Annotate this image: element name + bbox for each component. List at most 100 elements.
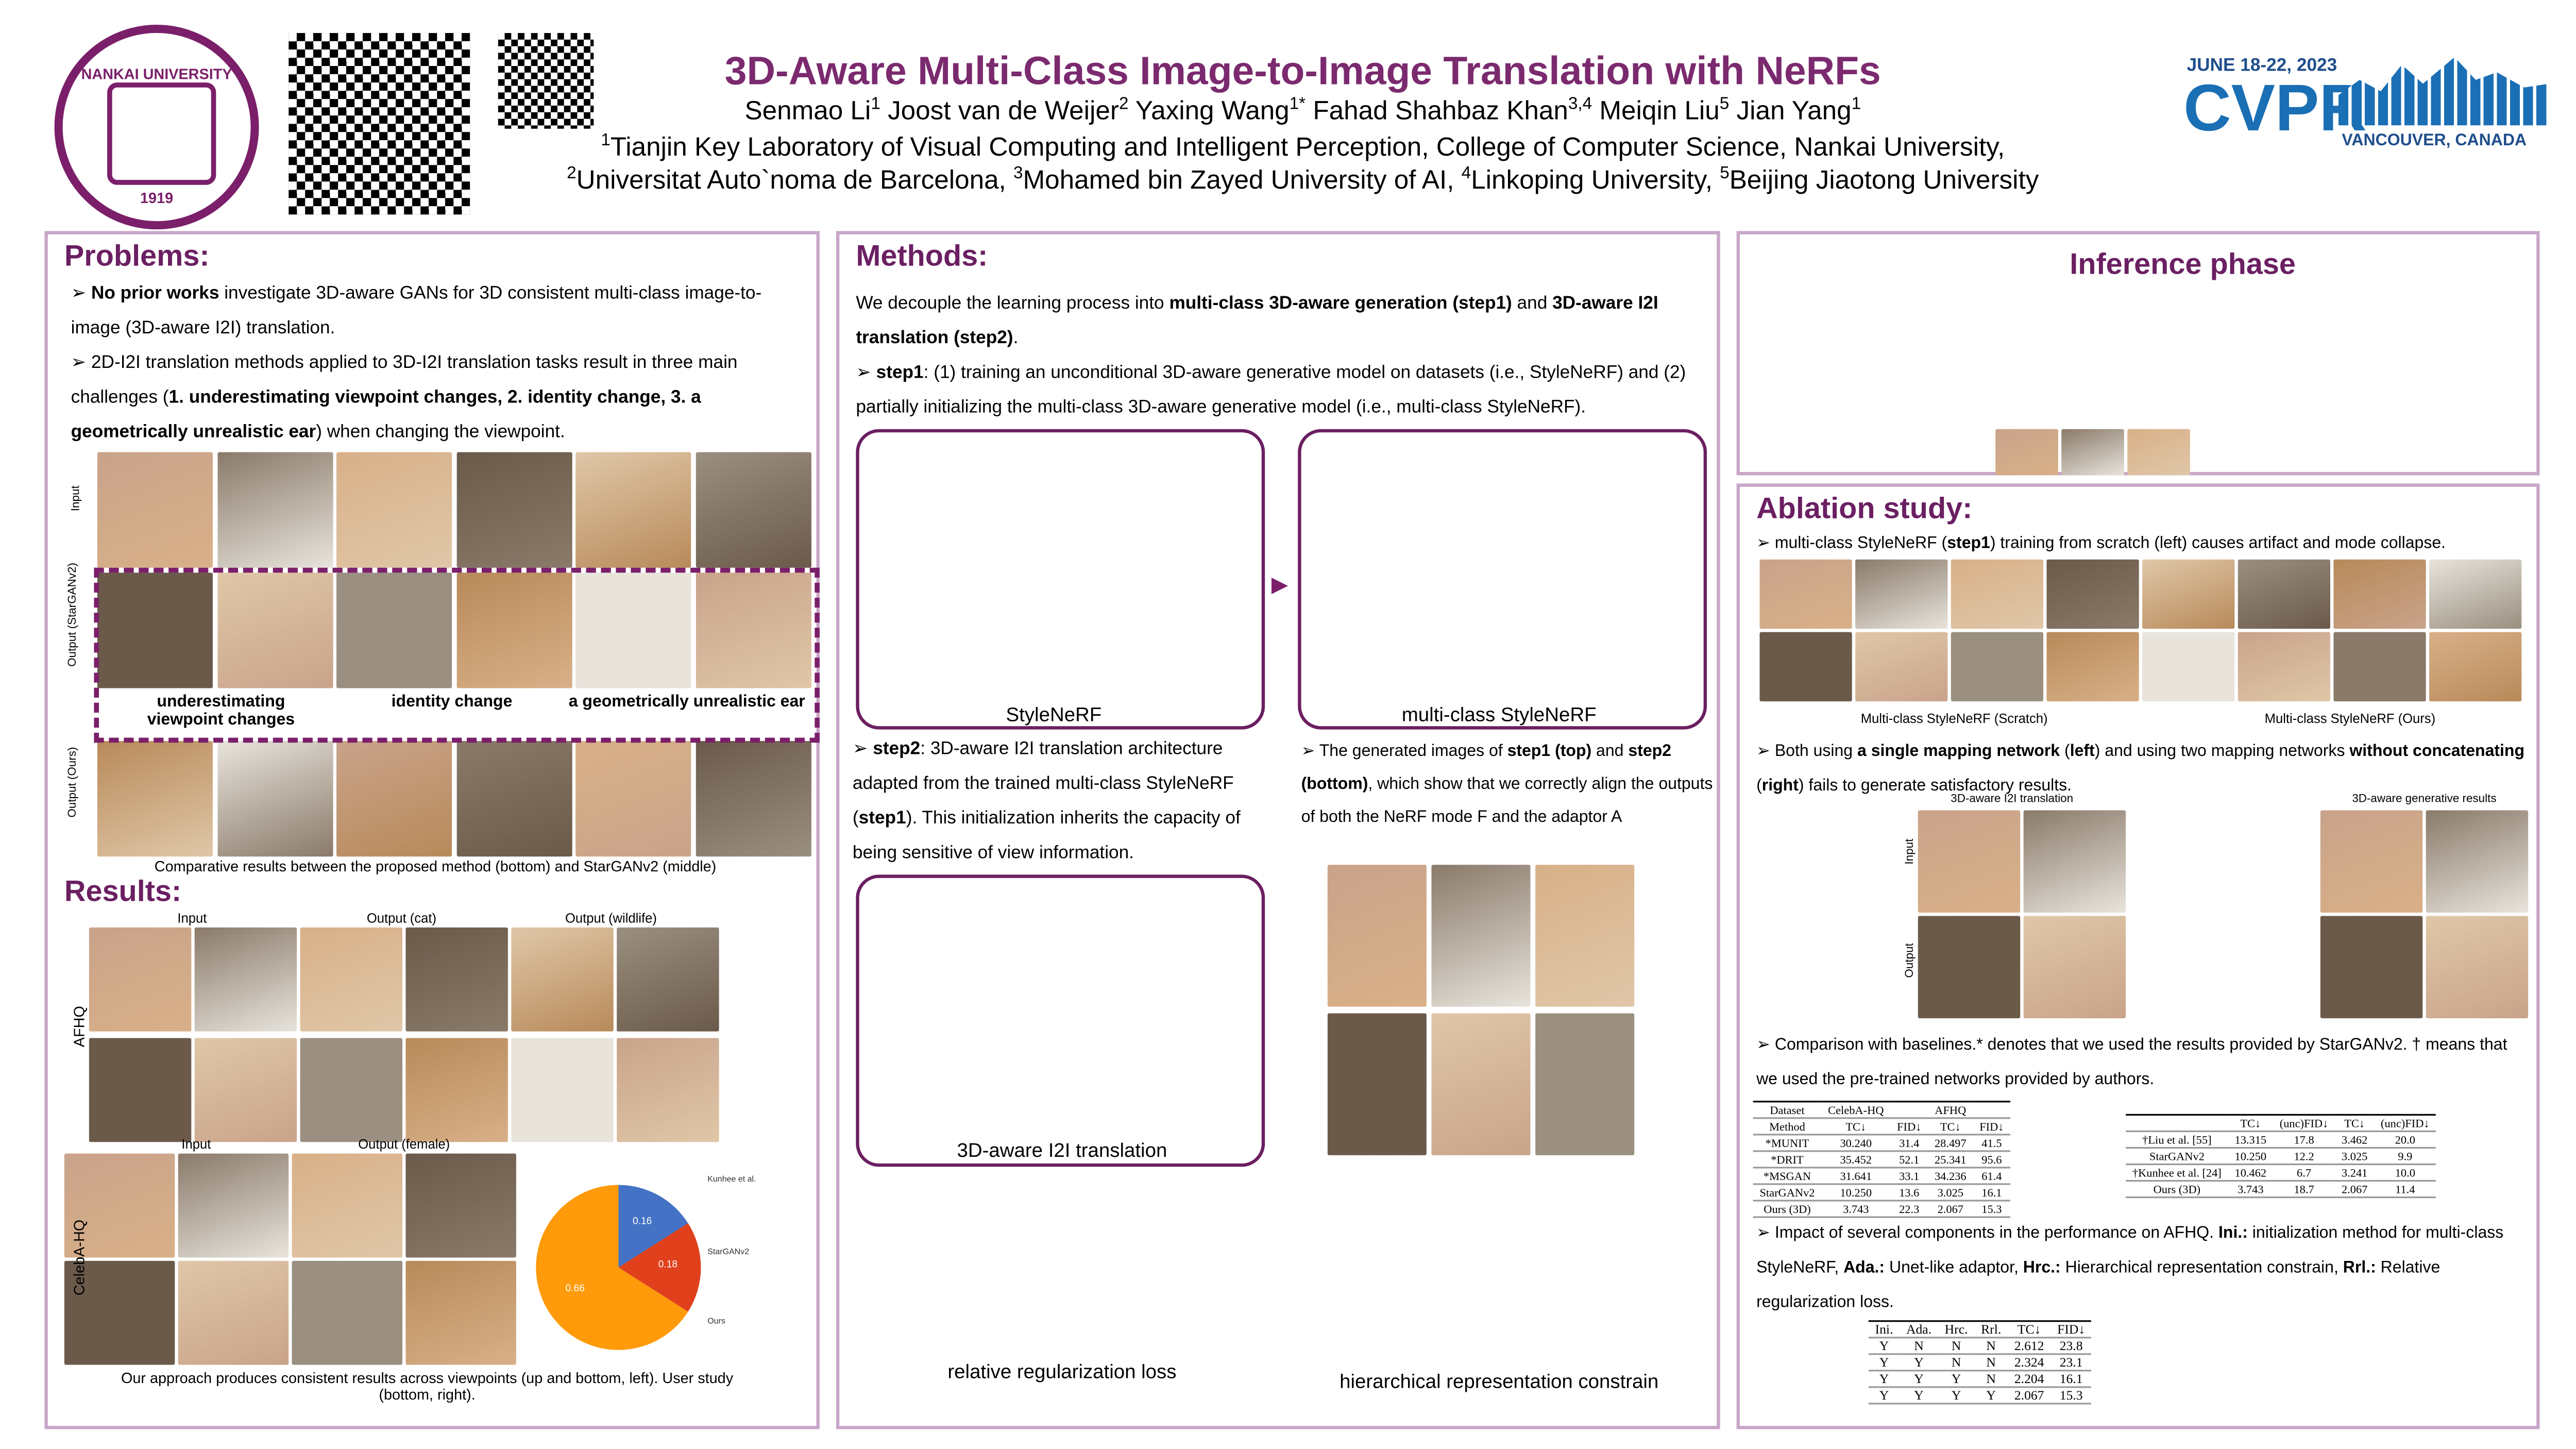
row-label: AFHQ: [71, 1006, 88, 1048]
text-run: Joost van de Weijer: [880, 98, 1119, 126]
table-cell: TC↓: [2008, 1320, 2051, 1339]
text-run: Jian Yang: [1729, 98, 1852, 126]
legend-label: Ours: [707, 1317, 725, 1326]
paragraph: The generated images of step1 (top) and …: [1301, 736, 1714, 835]
pie-slice: [536, 1185, 688, 1350]
table-cell: TC↓: [1821, 1118, 1891, 1136]
image: [2061, 429, 2124, 476]
image: [216, 452, 333, 568]
paragraph: Comparison with baselines.* denotes that…: [1756, 1028, 2531, 1098]
text-run: , which show that we correctly align the…: [1301, 776, 1713, 827]
image: [456, 572, 572, 688]
text-run: left: [2070, 743, 2095, 761]
image: [695, 452, 811, 568]
table-cell: 10.250: [2228, 1148, 2273, 1166]
image: [194, 1038, 297, 1142]
qr-code: [289, 33, 470, 215]
table-cell: 2.204: [2008, 1370, 2051, 1388]
text-run: Yaxing Wang: [1128, 98, 1290, 126]
table-cell: Y: [1938, 1370, 1975, 1388]
table-row: Ini. Ada. Hrc. Rrl. TC↓ FID↓: [1868, 1320, 2092, 1339]
image: [97, 741, 213, 857]
image: [575, 452, 691, 568]
image: [405, 1260, 516, 1365]
table-cell: N: [1900, 1337, 1938, 1355]
text-run: 1: [871, 95, 880, 114]
text-run: ) and using two mapping networks: [2094, 743, 2350, 761]
image: [695, 572, 811, 688]
image: [178, 1153, 289, 1258]
image: [292, 1153, 403, 1258]
table-cell: 10.250: [1821, 1184, 1891, 1202]
table-cell: 16.1: [1973, 1184, 2011, 1202]
column-label: Input: [181, 1137, 211, 1152]
paragraph: We decouple the learning process into mu…: [856, 287, 1707, 357]
row-label: Output (Ours): [67, 747, 79, 818]
table-cell: Rrl.: [1974, 1320, 2008, 1339]
image: [2238, 559, 2331, 629]
column-label: Input: [177, 911, 207, 926]
table-cell: 13.315: [2228, 1131, 2273, 1149]
challenge: identity change: [391, 693, 513, 712]
pie-slice: [618, 1185, 688, 1268]
caption: Multi-class StyleNeRF (Ours): [2264, 711, 2436, 727]
table-cell: N: [1938, 1354, 1975, 1372]
table-cell: 25.341: [1928, 1151, 1973, 1169]
image: [336, 741, 452, 857]
table-row: StarGANv2 10.250 13.6 3.025 16.1: [1753, 1184, 2011, 1202]
diagram-caption: multi-class StyleNeRF: [1401, 703, 1597, 727]
image: [405, 1153, 516, 1258]
table-cell: FID↓: [1890, 1118, 1928, 1136]
table-cell: Hrc.: [1938, 1320, 1975, 1339]
text-run: ) training from scratch (left) causes ar…: [1990, 534, 2446, 553]
paragraph: Both using a single mapping network (lef…: [1756, 734, 2531, 804]
table-cell: 31.641: [1821, 1167, 1891, 1185]
highlight-box: [94, 567, 820, 743]
qr-code: [498, 33, 594, 129]
text-run: Unet-like adaptor,: [1885, 1259, 2023, 1277]
text-run: Beijing Jiaotong University: [1729, 167, 2039, 195]
image: [2238, 632, 2331, 702]
text-run: Tianjin Key Laboratory of Visual Computi…: [610, 134, 2005, 162]
text-run: step2 (bottom): [1301, 743, 1672, 794]
table-cell: 33.1: [1890, 1167, 1928, 1185]
text-run: Comparison with baselines.* denotes that…: [1756, 1036, 2507, 1089]
diagram: [1298, 429, 1707, 730]
table-cell: TC↓: [2228, 1114, 2273, 1133]
text-run: multi-class StyleNeRF (: [1774, 534, 1947, 553]
image: [300, 927, 403, 1032]
image: [2333, 559, 2426, 629]
table-cell: 15.3: [1973, 1200, 2011, 1218]
text-run: without concatenating: [2349, 743, 2525, 761]
image: [2426, 916, 2529, 1019]
table-cell: 61.4: [1973, 1167, 2011, 1185]
image: [292, 1260, 403, 1365]
text-run: 3D-aware I2I translation (step2): [856, 294, 1658, 348]
paragraph: 2D-I2I translation methods applied to 3D…: [71, 347, 807, 451]
table-cell: [2126, 1114, 2228, 1133]
image: [1995, 429, 2058, 476]
text-run: step2: [873, 739, 921, 760]
text-run: Hrc.:: [2023, 1259, 2061, 1277]
image: [617, 1038, 719, 1142]
table-cell: 31.4: [1890, 1134, 1928, 1152]
heading: Ablation study:: [1756, 492, 1973, 525]
paragraph: step2: 3D-aware I2I translation architec…: [853, 733, 1275, 871]
caption: Multi-class StyleNeRF (Scratch): [1860, 711, 2048, 727]
text-run: Mohamed bin Zayed University of AI,: [1023, 167, 1462, 195]
methods-panel: Methods: We decouple the learning proces…: [836, 231, 1720, 1429]
diagram-caption: StyleNeRF: [1006, 703, 1102, 727]
table-cell: 10.0: [2374, 1164, 2436, 1182]
paragraph: Impact of several components in the perf…: [1756, 1216, 2531, 1320]
table-cell: Ada.: [1900, 1320, 1938, 1339]
text-run: Linkoping University,: [1471, 167, 1720, 195]
image: [575, 572, 691, 688]
text-run: step1: [1947, 534, 1990, 553]
heading: Inference phase: [2070, 247, 2296, 281]
text-run: initialization method for multi-class St…: [1756, 1224, 2504, 1277]
table-cell: Y: [1974, 1387, 2008, 1405]
image: [1535, 865, 1635, 1007]
problems-panel: Problems: No prior works investigate 3D-…: [44, 231, 820, 1429]
table-row: TC↓ (unc)FID↓ TC↓ (unc)FID↓: [2126, 1114, 2436, 1133]
table-cell: StarGANv2: [1753, 1184, 1822, 1202]
